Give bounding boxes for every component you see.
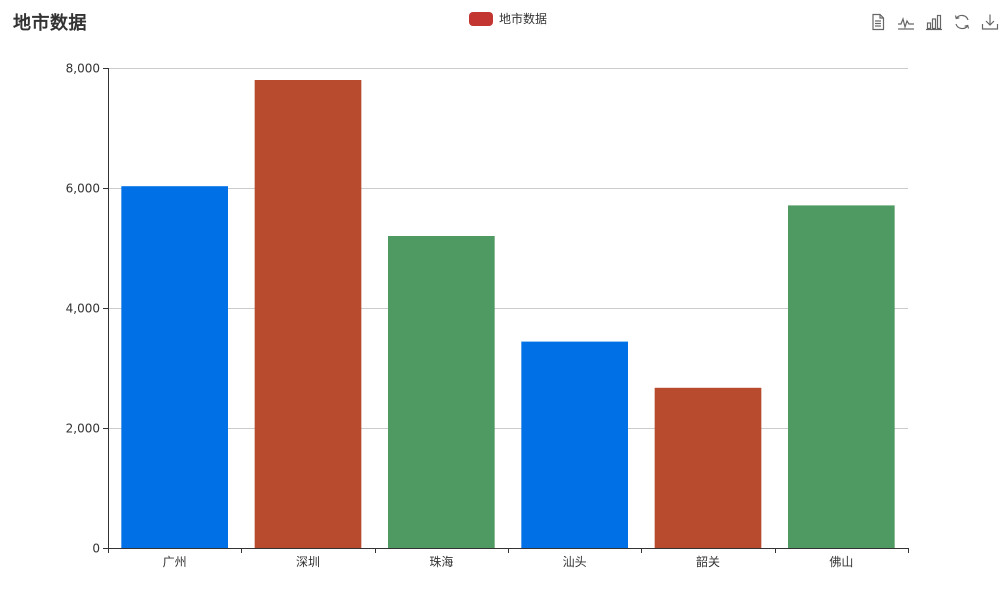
bars — [121, 80, 895, 548]
bar-5[interactable] — [788, 205, 895, 548]
restore-icon[interactable] — [952, 12, 972, 32]
x-tick-label: 深圳 — [296, 555, 320, 569]
y-tick-label: 8,000 — [66, 62, 100, 76]
x-tick-label: 韶关 — [696, 554, 720, 569]
x-tick-label: 珠海 — [429, 554, 453, 569]
bar-3[interactable] — [521, 341, 628, 548]
y-tick-label: 4,000 — [66, 302, 100, 316]
y-tick-label: 0 — [92, 542, 100, 556]
toolbox — [868, 12, 1000, 32]
chart-title: 地市数据 — [13, 13, 87, 34]
axes — [103, 68, 909, 553]
bar-2[interactable] — [388, 236, 495, 548]
x-tick-label: 汕头 — [563, 555, 587, 569]
legend[interactable]: 地市数据 — [469, 10, 547, 27]
data-view-icon[interactable] — [868, 12, 888, 32]
bar-0[interactable] — [121, 186, 228, 548]
legend-swatch — [469, 11, 493, 26]
legend-label: 地市数据 — [499, 12, 548, 26]
line-chart-icon[interactable] — [896, 12, 916, 32]
x-tick-label: 广州 — [163, 555, 187, 569]
bar-chart-icon[interactable] — [924, 12, 944, 32]
axis-labels: 0 2,000 4,000 6,000 8,000 广州 深圳 珠海 汕头 韶关 佛山 — [66, 62, 854, 570]
bar-4[interactable] — [654, 387, 762, 548]
grid-lines — [108, 68, 908, 429]
y-tick-label: 6,000 — [66, 182, 100, 196]
download-icon[interactable] — [980, 12, 1000, 32]
y-tick-label: 2,000 — [66, 422, 100, 436]
x-tick-label: 佛山 — [829, 555, 853, 569]
bar-1[interactable] — [254, 80, 362, 548]
